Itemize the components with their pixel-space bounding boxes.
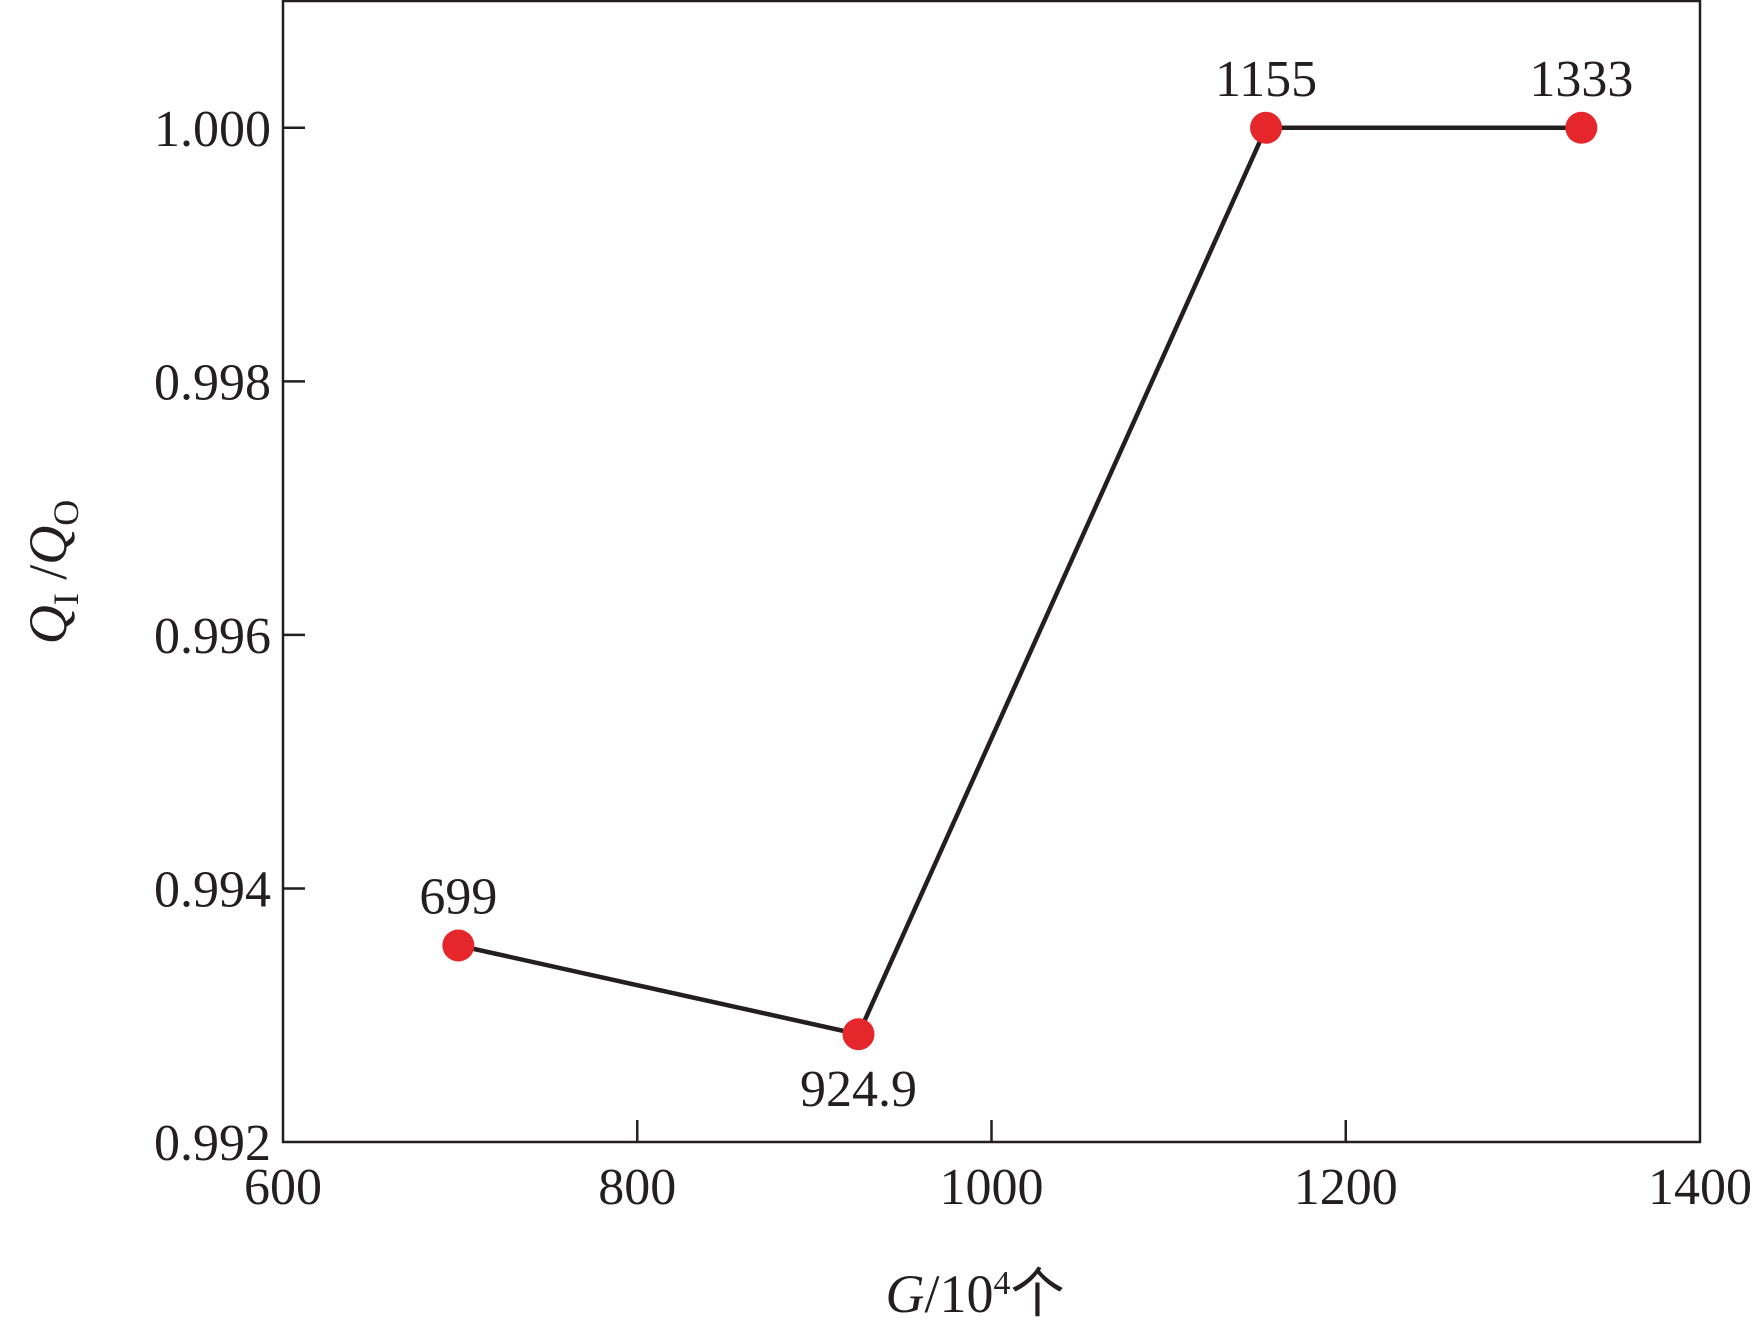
data-label: 699 xyxy=(419,868,497,925)
x-tick-label: 800 xyxy=(598,1159,676,1216)
y-axis-title: QI /QO xyxy=(18,500,86,645)
series-line xyxy=(457,125,1582,1037)
y-tick-label: 0.998 xyxy=(154,354,271,411)
series xyxy=(442,111,1598,1051)
data-label: 1155 xyxy=(1215,51,1317,108)
x-tick-label: 1000 xyxy=(940,1159,1044,1216)
data-point xyxy=(1565,111,1598,144)
x-tick-label: 1400 xyxy=(1648,1159,1752,1216)
data-labels: 699 924.9 1155 1333 xyxy=(419,51,1633,1118)
y-tick-label: 0.996 xyxy=(154,608,271,665)
data-label: 924.9 xyxy=(800,1061,917,1118)
data-point xyxy=(442,929,475,962)
y-tick-label: 1.000 xyxy=(154,101,271,158)
x-tick-label: 600 xyxy=(244,1159,322,1216)
x-axis-title: G/104个 xyxy=(885,1264,1064,1324)
data-point xyxy=(842,1018,875,1051)
data-label: 1333 xyxy=(1529,51,1633,108)
axes xyxy=(281,0,1702,1144)
plot-frame xyxy=(281,0,1702,1144)
data-point xyxy=(1250,111,1283,144)
x-tick-label: 1200 xyxy=(1294,1159,1398,1216)
y-tick-label: 0.994 xyxy=(154,861,271,918)
ticks: 600 800 1000 1200 1400 0.992 0.994 0.996 0.998 1.… xyxy=(154,101,1752,1216)
y-tick-label: 0.992 xyxy=(154,1115,271,1172)
